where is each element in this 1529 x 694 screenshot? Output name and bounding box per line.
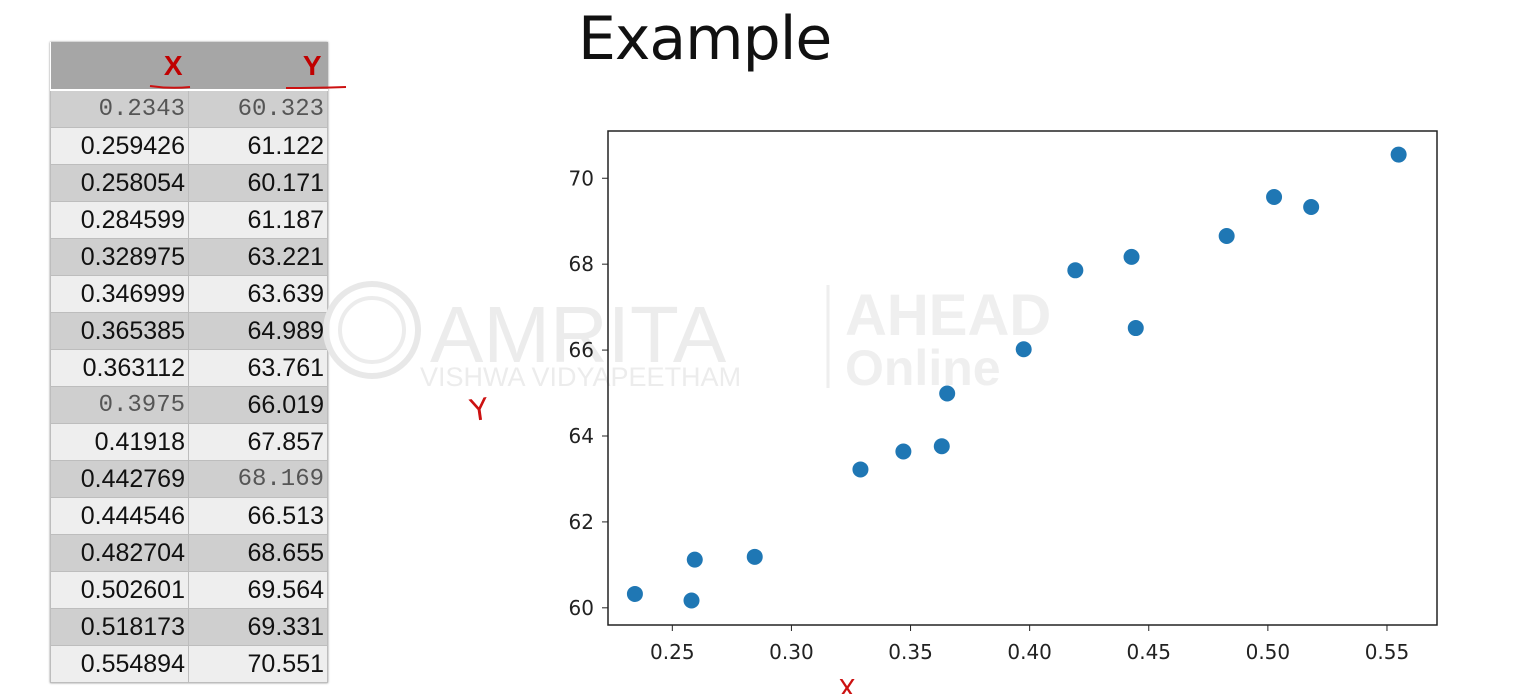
cell-x: 0.3975	[50, 386, 189, 424]
cell-y: 66.513	[188, 497, 328, 535]
x-tick-label: 0.50	[1246, 640, 1291, 664]
cell-x: 0.346999	[50, 275, 189, 313]
column-header-y: Y	[188, 42, 328, 91]
cell-x: 0.444546	[50, 497, 189, 535]
scatter-point	[1127, 320, 1144, 337]
cell-y: 64.989	[188, 312, 328, 350]
cell-y: 60.323	[188, 89, 328, 128]
table-row: 0.554894 70.551	[50, 645, 328, 683]
data-points	[626, 146, 1407, 609]
table-row: 0.365385 64.989	[50, 312, 328, 350]
cell-x: 0.502601	[50, 571, 189, 609]
cell-x: 0.363112	[50, 349, 189, 387]
table-row: 0.3975 66.019	[50, 386, 328, 424]
cell-y: 69.564	[188, 571, 328, 609]
scatter-point	[683, 592, 700, 609]
scatter-point	[686, 551, 703, 568]
cell-y: 61.122	[188, 127, 328, 165]
table-row: 0.41918 67.857	[50, 423, 328, 461]
y-tick-label: 66	[569, 338, 594, 362]
cell-x: 0.258054	[50, 164, 189, 202]
cell-y: 63.221	[188, 238, 328, 276]
scatter-point	[746, 548, 763, 565]
cell-y: 67.857	[188, 423, 328, 461]
scatter-point	[852, 461, 869, 478]
cell-x: 0.284599	[50, 201, 189, 239]
x-tick-label: 0.55	[1365, 640, 1410, 664]
cell-y: 66.019	[188, 386, 328, 424]
x-tick-label: 0.45	[1126, 640, 1171, 664]
x-tick-label: 0.25	[650, 640, 695, 664]
scatter-point	[1218, 228, 1235, 245]
plot-frame	[607, 130, 1438, 626]
scatter-point	[895, 443, 912, 460]
table-row: 0.444546 66.513	[50, 497, 328, 535]
cell-x: 0.41918	[50, 423, 189, 461]
scatter-point	[1123, 248, 1140, 265]
cell-x: 0.328975	[50, 238, 189, 276]
y-tick-label: 70	[569, 166, 594, 190]
table-row: 0.284599 61.187	[50, 201, 328, 239]
table-row: 0.482704 68.655	[50, 534, 328, 572]
slide-title: Example	[578, 4, 832, 74]
data-table: X Y 0.2343 60.323 0.259426 61.122 0.258054 60…	[50, 42, 328, 683]
table-row: 0.502601 69.564	[50, 571, 328, 609]
cell-y: 68.655	[188, 534, 328, 572]
scatter-point	[626, 585, 643, 602]
x-tick-label: 0.40	[1007, 640, 1052, 664]
cell-y: 63.639	[188, 275, 328, 313]
table-row: 0.328975 63.221	[50, 238, 328, 276]
y-tick-label: 64	[569, 424, 594, 448]
x-tick-label: 0.30	[769, 640, 814, 664]
cell-x: 0.482704	[50, 534, 189, 572]
cell-y: 70.551	[188, 645, 328, 683]
cell-x: 0.365385	[50, 312, 189, 350]
axis-ticks: 0.25 0.30 0.35 0.40 0.45 0.50 0.55 60 62 64 66 68 70	[569, 166, 1410, 664]
table-row: 0.442769 68.169	[50, 460, 328, 498]
scatter-point	[939, 385, 956, 402]
table-row: 0.346999 63.639	[50, 275, 328, 313]
cell-x: 0.259426	[50, 127, 189, 165]
scatter-point	[1390, 146, 1407, 163]
table-row: 0.259426 61.122	[50, 127, 328, 165]
scatter-point	[1015, 341, 1032, 358]
cell-x: 0.442769	[50, 460, 189, 498]
y-tick-label: 68	[569, 252, 594, 276]
cell-x: 0.554894	[50, 645, 189, 683]
cell-y: 61.187	[188, 201, 328, 239]
scatter-point	[1266, 188, 1283, 205]
y-tick-label: 60	[569, 596, 594, 620]
y-tick-label: 62	[569, 510, 594, 534]
scatter-point	[933, 438, 950, 455]
cell-y: 68.169	[188, 460, 328, 498]
table-header-row: X Y	[50, 42, 328, 91]
column-header-x: X	[50, 42, 189, 91]
scatter-point	[1303, 198, 1320, 215]
x-tick-label: 0.35	[888, 640, 933, 664]
scatter-point	[1067, 262, 1084, 279]
